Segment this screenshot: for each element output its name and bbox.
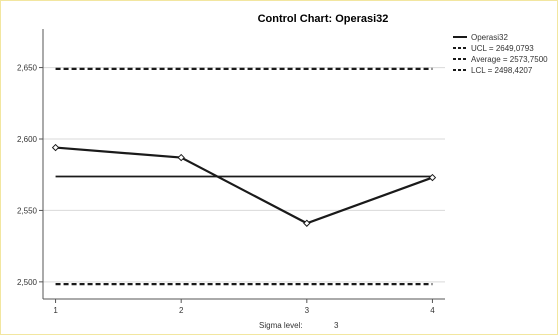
data-point [428, 173, 437, 182]
legend-entry: UCL = 2649,0793 [471, 44, 534, 53]
series-operasi32 [51, 143, 437, 227]
sigma-level-value: 3 [334, 321, 339, 330]
legend: Operasi32 UCL = 2649,0793 Average = 2573,7… [453, 33, 548, 75]
legend-entry: Operasi32 [471, 33, 508, 42]
sigma-level-label: Sigma level: [259, 321, 303, 330]
x-tick-label: 3 [305, 306, 310, 315]
legend-entry: Average = 2573,7500 [471, 55, 548, 64]
axes: 2,500 2,550 2,600 2,650 1 2 3 4 [17, 29, 445, 315]
legend-entry: LCL = 2498,4207 [471, 66, 533, 75]
y-tick-label: 2,550 [17, 206, 38, 215]
data-point [303, 219, 311, 227]
grid-lines [43, 67, 445, 283]
data-point [51, 143, 60, 152]
y-tick-label: 2,500 [17, 278, 38, 287]
x-tick-label: 4 [430, 306, 435, 315]
data-point [177, 153, 185, 162]
y-tick-label: 2,600 [17, 135, 38, 144]
series-line [55, 146, 433, 225]
y-tick-label: 2,650 [17, 64, 38, 73]
x-tick-label: 1 [53, 306, 58, 315]
x-tick-label: 2 [179, 306, 184, 315]
control-limits [55, 67, 433, 286]
chart-title: Control Chart: Operasi32 [258, 13, 389, 25]
